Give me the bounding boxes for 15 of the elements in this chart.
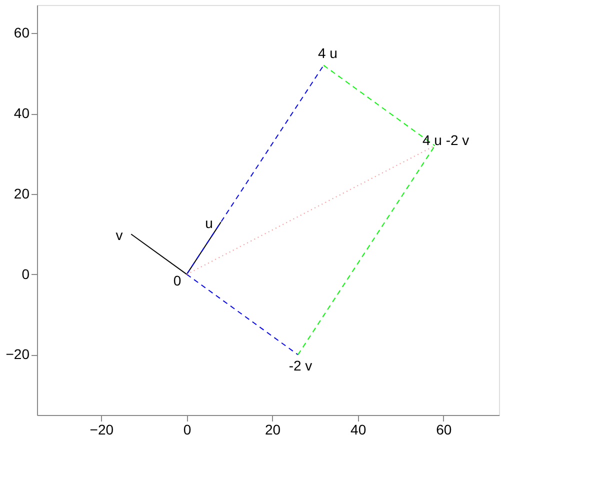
y-tick-label: 0 <box>22 266 30 282</box>
annotation: v <box>116 226 123 243</box>
x-tick-label: −20 <box>90 422 114 438</box>
annotation: u <box>205 214 213 231</box>
x-tick-label: 0 <box>183 422 192 438</box>
x-tick-label: 60 <box>436 422 452 438</box>
y-tick-label: 20 <box>14 185 30 202</box>
annotation: -2 v <box>288 357 312 374</box>
x-tick-label: 40 <box>350 422 366 438</box>
y-tick-label: −20 <box>6 346 30 362</box>
x-tick-label: 20 <box>264 422 281 438</box>
y-tick-label: 60 <box>14 24 30 41</box>
annotation: 4 u <box>318 45 338 62</box>
annotation: 0 <box>173 272 182 289</box>
y-tick-label: 40 <box>14 105 30 122</box>
